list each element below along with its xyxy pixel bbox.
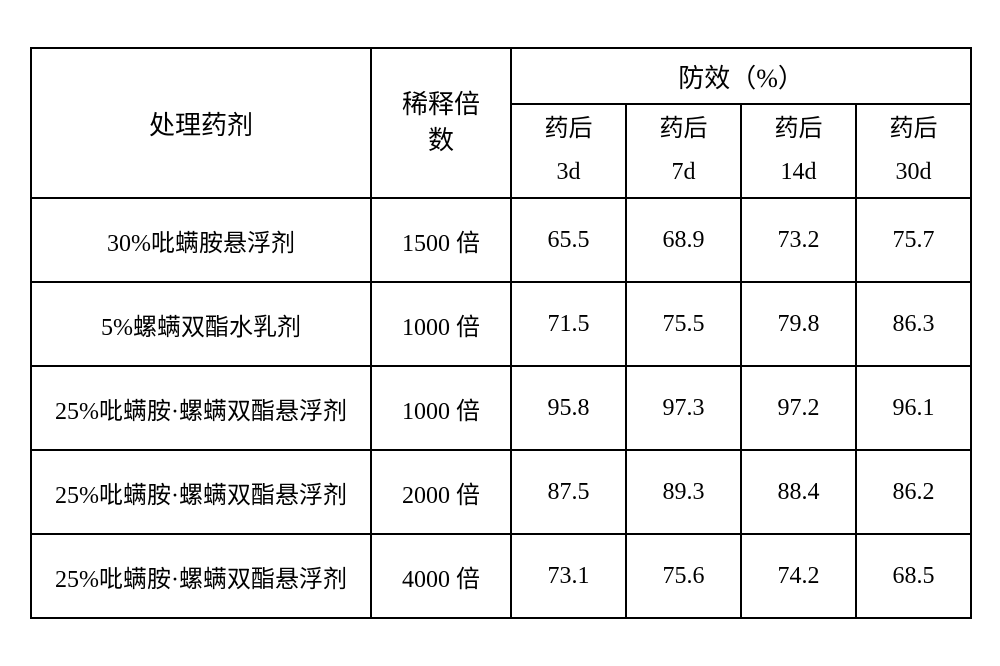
cell-14d: 74.2 (741, 534, 856, 618)
cell-3d: 87.5 (511, 450, 626, 534)
col-header-efficacy-group: 防效（%） (511, 48, 971, 104)
col-header-3d: 药后3d (511, 104, 626, 198)
col-header-7d: 药后7d (626, 104, 741, 198)
table-row: 25%吡螨胺·螺螨双酯悬浮剂 4000 倍 73.1 75.6 74.2 68.… (31, 534, 971, 618)
cell-dilution: 1000 倍 (371, 366, 511, 450)
cell-14d: 88.4 (741, 450, 856, 534)
cell-7d: 75.5 (626, 282, 741, 366)
table-row: 25%吡螨胺·螺螨双酯悬浮剂 1000 倍 95.8 97.3 97.2 96.… (31, 366, 971, 450)
cell-30d: 86.3 (856, 282, 971, 366)
col-header-14d: 药后14d (741, 104, 856, 198)
col-header-30d: 药后30d (856, 104, 971, 198)
table-row: 25%吡螨胺·螺螨双酯悬浮剂 2000 倍 87.5 89.3 88.4 86.… (31, 450, 971, 534)
col-header-treatment: 处理药剂 (31, 48, 371, 198)
cell-30d: 96.1 (856, 366, 971, 450)
cell-treatment: 25%吡螨胺·螺螨双酯悬浮剂 (31, 450, 371, 534)
cell-3d: 65.5 (511, 198, 626, 282)
cell-3d: 71.5 (511, 282, 626, 366)
efficacy-table-container: 处理药剂 稀释倍数 防效（%） 药后3d 药后7d 药后14d 药后30d 30… (30, 47, 970, 619)
cell-30d: 68.5 (856, 534, 971, 618)
cell-7d: 75.6 (626, 534, 741, 618)
cell-7d: 97.3 (626, 366, 741, 450)
cell-3d: 95.8 (511, 366, 626, 450)
efficacy-table: 处理药剂 稀释倍数 防效（%） 药后3d 药后7d 药后14d 药后30d 30… (30, 47, 972, 619)
cell-treatment: 25%吡螨胺·螺螨双酯悬浮剂 (31, 534, 371, 618)
cell-14d: 97.2 (741, 366, 856, 450)
cell-30d: 75.7 (856, 198, 971, 282)
table-row: 5%螺螨双酯水乳剂 1000 倍 71.5 75.5 79.8 86.3 (31, 282, 971, 366)
table-row: 30%吡螨胺悬浮剂 1500 倍 65.5 68.9 73.2 75.7 (31, 198, 971, 282)
cell-14d: 79.8 (741, 282, 856, 366)
cell-dilution: 2000 倍 (371, 450, 511, 534)
cell-30d: 86.2 (856, 450, 971, 534)
cell-14d: 73.2 (741, 198, 856, 282)
cell-dilution: 1500 倍 (371, 198, 511, 282)
cell-7d: 68.9 (626, 198, 741, 282)
cell-dilution: 4000 倍 (371, 534, 511, 618)
cell-treatment: 25%吡螨胺·螺螨双酯悬浮剂 (31, 366, 371, 450)
cell-treatment: 5%螺螨双酯水乳剂 (31, 282, 371, 366)
cell-dilution: 1000 倍 (371, 282, 511, 366)
cell-7d: 89.3 (626, 450, 741, 534)
cell-treatment: 30%吡螨胺悬浮剂 (31, 198, 371, 282)
col-header-dilution: 稀释倍数 (371, 48, 511, 198)
cell-3d: 73.1 (511, 534, 626, 618)
